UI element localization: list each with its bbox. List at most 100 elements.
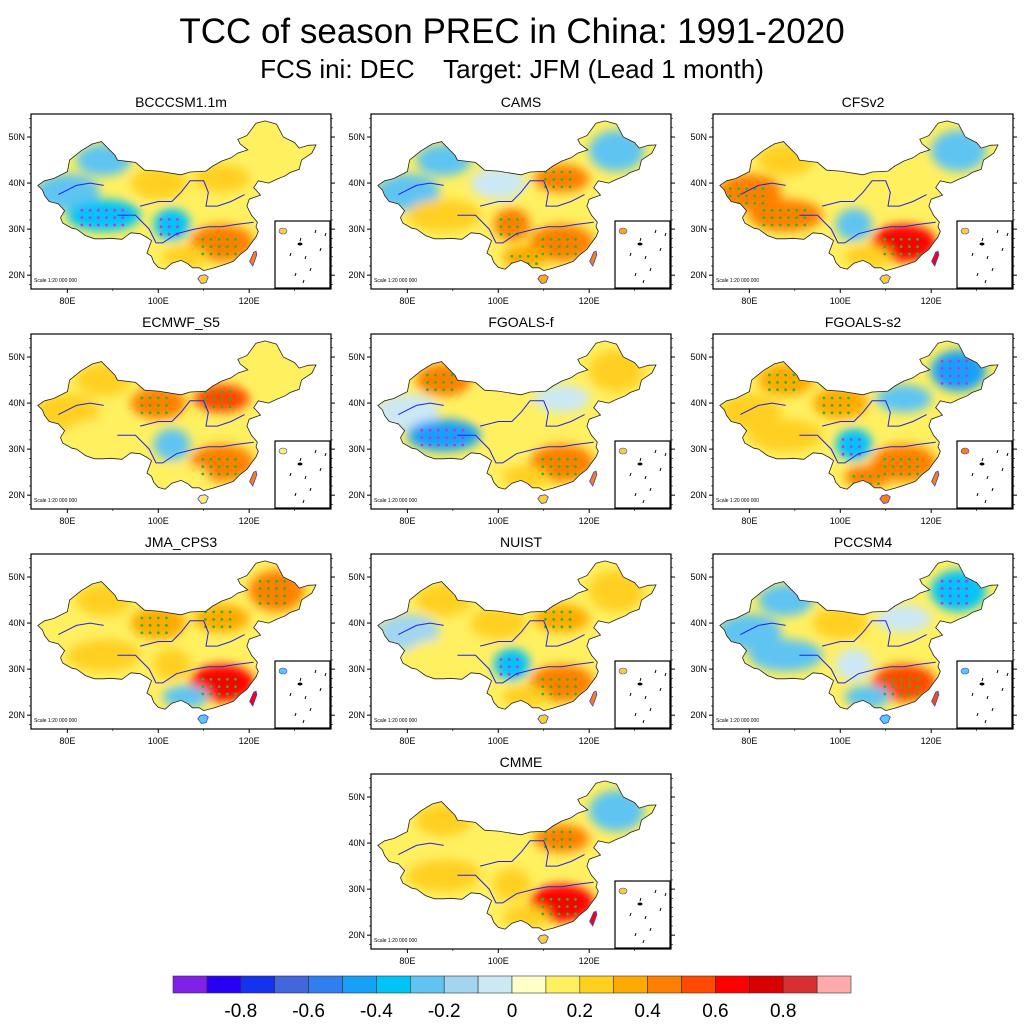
significance-dot [510, 254, 514, 258]
river-tarim [740, 622, 786, 636]
taiwan-island [249, 250, 258, 267]
significance-dot [948, 587, 952, 590]
significance-dot [165, 624, 168, 627]
significance-dot [908, 685, 911, 688]
significance-dot [201, 685, 205, 688]
significance-dot [220, 610, 224, 614]
colorbar-swatch [240, 975, 276, 994]
significance-dot [549, 237, 553, 241]
inset-boundary-dash [302, 499, 305, 504]
china-border [377, 780, 657, 932]
significance-dot [965, 594, 968, 598]
significance-dot [557, 912, 561, 916]
x-tick-label: 120E [239, 516, 260, 526]
colorbar-swatch [376, 975, 411, 994]
significance-dot [442, 381, 446, 384]
x-tick-label: 100E [148, 516, 169, 526]
significance-dot [830, 411, 834, 415]
significance-dot [283, 587, 286, 590]
river-yangtze [457, 654, 594, 684]
significance-dot [167, 225, 171, 229]
significance-dot [226, 677, 229, 681]
inset-boundary-dash [659, 247, 662, 252]
significance-dot [838, 396, 842, 400]
significance-dot [891, 245, 895, 249]
significance-dot [258, 601, 262, 605]
river-tarim [398, 402, 444, 416]
significance-dot [549, 472, 553, 476]
significance-dot [283, 579, 286, 583]
panel-title: NUIST [500, 534, 542, 550]
inset-boundary-dash [1006, 672, 1009, 677]
significance-dot [891, 237, 895, 241]
significance-dot [948, 367, 952, 370]
south-china-sea-inset [956, 440, 1013, 509]
inset-boundary-dash [976, 712, 979, 717]
significance-dot [148, 624, 152, 627]
inset-boundary-dash [302, 719, 305, 724]
y-tick-label: 50N [690, 572, 707, 582]
panel-title: CMME [499, 754, 543, 770]
region-west [37, 613, 100, 651]
x-tick-label: 80E [59, 296, 75, 306]
significance-dot [212, 390, 216, 394]
significance-dot [574, 472, 577, 476]
significance-dot [795, 223, 798, 227]
significance-dot [516, 665, 519, 669]
significance-dot [426, 381, 429, 384]
significance-dot [891, 677, 895, 681]
map-panel: CFSv2 Scale 1:20 000 000 50N 40N 30N 20N 80E 10… [682, 92, 1022, 312]
scale-label: Scale 1:20 000 000 [34, 498, 77, 504]
y-tick-label: 50N [348, 792, 365, 802]
inset-boundary-dash [634, 272, 637, 277]
inset-boundary-dash [319, 467, 322, 472]
significance-dot [761, 187, 765, 190]
significance-dot [167, 218, 171, 221]
inset-boundary-dash [309, 487, 312, 492]
inset-hainan [618, 227, 628, 235]
map-svg: Scale 1:20 000 000 50N 40N 30N 20N 80E 100E 120… [348, 553, 675, 746]
river-yangtze [799, 434, 936, 464]
region-tibet [748, 199, 823, 232]
inset-boundary-dash [971, 692, 974, 697]
significance-dot [957, 374, 960, 378]
significance-dot [753, 194, 757, 198]
significance-dot [940, 594, 944, 598]
river-yangtze [457, 434, 594, 464]
significance-dot [217, 457, 221, 461]
inset-boundary-dash [629, 472, 632, 477]
significance-dot [140, 411, 144, 415]
river-tarim [58, 402, 104, 416]
significance-dot [838, 404, 842, 407]
region-sichuan [153, 208, 191, 241]
significance-dot [176, 218, 179, 221]
significance-dot [461, 428, 465, 432]
significance-dot [965, 587, 968, 590]
y-tick-label: 30N [690, 224, 707, 234]
colorbar-label: -0.4 [360, 1001, 393, 1020]
significance-dot [948, 374, 952, 378]
colorbar-swatch [342, 975, 377, 994]
significance-dot [148, 404, 152, 407]
x-tick-label: 80E [399, 296, 415, 306]
significance-dot [499, 665, 503, 669]
significance-dot [957, 587, 960, 590]
significance-dot [568, 830, 572, 834]
region-sichuan [493, 428, 531, 461]
x-tick-label: 80E [741, 296, 757, 306]
region-central_north [812, 386, 868, 420]
region-sichuan [153, 428, 191, 461]
y-tick-label: 40N [348, 618, 365, 628]
significance-dot [957, 359, 960, 363]
significance-dot [566, 677, 569, 681]
inset-boundary-dash [649, 707, 652, 712]
significance-dot [574, 252, 577, 256]
main-title: TCC of season PREC in China: 1991-2020 [179, 12, 845, 51]
significance-dot [226, 472, 229, 476]
significance-dot [552, 170, 556, 174]
significance-dot [113, 216, 116, 219]
region-west [37, 393, 100, 431]
significance-dot [159, 225, 163, 229]
inset-boundary-dash [644, 475, 647, 480]
inset-boundary-dash [981, 237, 984, 242]
